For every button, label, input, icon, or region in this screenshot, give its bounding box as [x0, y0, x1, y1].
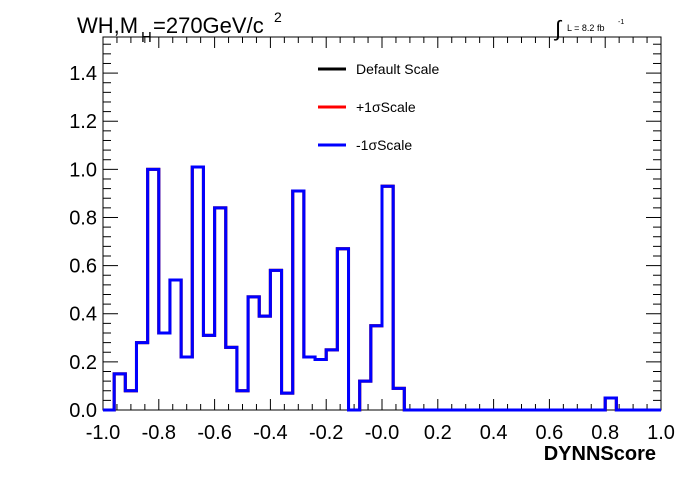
- legend-label: +1σScale: [356, 99, 416, 115]
- x-tick-label: -1.0: [86, 422, 120, 444]
- title-superscript: 2: [274, 9, 282, 25]
- y-tick-label: 0.2: [69, 352, 97, 374]
- title-rest: =270GeV/c: [153, 13, 264, 38]
- x-tick-label: -0.6: [197, 422, 231, 444]
- luminosity-text: L = 8.2 fb: [567, 23, 604, 33]
- y-tick-label: 1.2: [69, 111, 97, 133]
- x-tick-label: -0.0: [365, 422, 399, 444]
- y-tick-label: 0.4: [69, 304, 97, 326]
- y-tick-label: 0.0: [69, 400, 97, 422]
- x-tick-label: -0.4: [253, 422, 287, 444]
- luminosity-label: ∫ L = 8.2 fb -1: [553, 16, 624, 41]
- y-tick-label: 0.8: [69, 207, 97, 229]
- series-layer: [103, 165, 661, 412]
- x-tick-label: 1.0: [647, 422, 675, 444]
- y-tick-label: 1.4: [69, 63, 97, 85]
- x-tick-label: 0.8: [591, 422, 619, 444]
- legend-label: Default Scale: [356, 61, 439, 77]
- y-tick-label: 0.6: [69, 256, 97, 278]
- x-tick-label: 0.4: [480, 422, 508, 444]
- x-tick-label: -0.2: [309, 422, 343, 444]
- x-axis-label: DYNNScore: [544, 443, 656, 465]
- integral-symbol: ∫: [553, 16, 563, 41]
- legend: Default Scale +1σScale -1σScale: [318, 61, 439, 153]
- y-tick-label: 1.0: [69, 159, 97, 181]
- luminosity-superscript: -1: [618, 19, 624, 26]
- x-tick-label: -0.8: [142, 422, 176, 444]
- title-main: WH,M: [77, 13, 138, 38]
- x-axis: -1.0 -0.8 -0.6 -0.4 -0.2 -0.0 0.2 0.4 0.6 0.8 1.0: [86, 37, 675, 444]
- x-tick-label: 0.6: [535, 422, 563, 444]
- series-histogram-2: [103, 165, 661, 412]
- legend-label: -1σScale: [356, 137, 412, 153]
- x-tick-label: 0.2: [424, 422, 452, 444]
